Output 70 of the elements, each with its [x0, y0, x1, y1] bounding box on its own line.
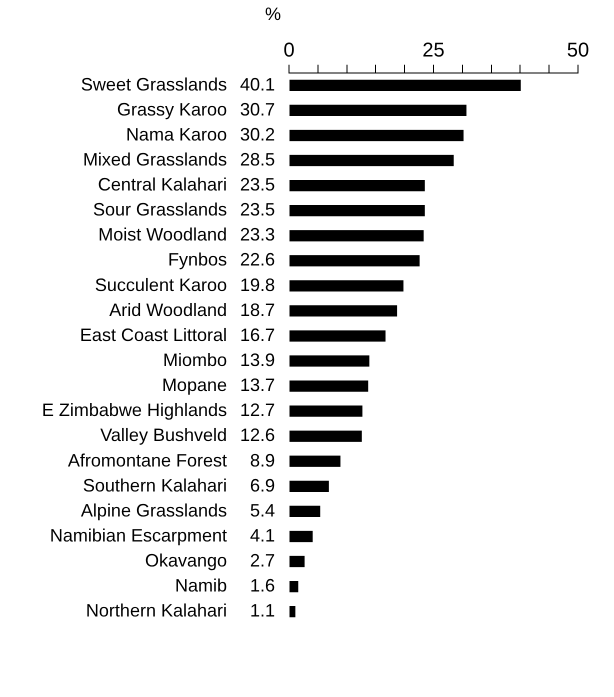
x-tick-label: 0 [283, 39, 295, 62]
y-tick-label: Fynbos [168, 250, 227, 270]
y-tick-label: Okavango [144, 550, 227, 571]
y-tick-label: Namibian Escarpment [50, 525, 227, 546]
data-label: 12.7 [240, 400, 275, 420]
y-tick-label: Northern Kalahari [86, 600, 227, 621]
data-label: 5.4 [250, 500, 275, 520]
bar [290, 230, 424, 242]
data-label: 40.1 [240, 74, 275, 94]
x-tick-label: 25 [422, 39, 445, 62]
y-tick-label: Southern Kalahari [82, 475, 227, 496]
bar [290, 530, 313, 542]
bar [290, 205, 425, 216]
bar [290, 430, 362, 442]
data-label: 1.6 [250, 576, 275, 596]
data-label: 19.8 [240, 274, 275, 295]
y-tick-label: Grassy Karoo [116, 99, 227, 120]
y-tick-label: Namib [174, 576, 227, 596]
bar [290, 556, 305, 568]
bar [290, 355, 370, 367]
bar [290, 130, 464, 142]
data-label: 30.7 [240, 99, 275, 120]
y-tick-label: E Zimbabwe Highlands [42, 400, 227, 420]
bar [290, 255, 420, 266]
data-label: 1.1 [250, 600, 275, 621]
bar [290, 180, 425, 192]
y-tick-label: Mopane [162, 375, 227, 396]
data-label: 12.6 [240, 425, 275, 446]
data-label: 23.5 [240, 200, 275, 220]
data-label: 4.1 [250, 525, 275, 546]
data-label: 23.3 [240, 224, 275, 245]
bar [290, 104, 466, 116]
data-label: 22.6 [240, 250, 275, 270]
data-label: 6.9 [250, 475, 275, 496]
y-tick-label: Miombo [162, 350, 227, 370]
bar [290, 606, 296, 618]
y-tick-label: Moist Woodland [98, 224, 227, 245]
y-tick-label: Sweet Grasslands [80, 74, 227, 94]
data-label: 23.5 [240, 174, 275, 195]
bar [290, 406, 362, 417]
data-label: 13.9 [240, 350, 275, 370]
bar [290, 280, 404, 292]
y-tick-label: Nama Karoo [126, 124, 227, 144]
data-label: 30.2 [240, 124, 275, 144]
bar [290, 580, 298, 592]
y-tick-label: Valley Bushveld [100, 425, 227, 446]
bar [290, 330, 386, 342]
bar [290, 456, 340, 467]
y-tick-label: Afromontane Forest [68, 450, 227, 470]
x-tick-label: 50 [566, 39, 590, 62]
bar [290, 380, 368, 392]
y-tick-label: Central Kalahari [98, 174, 227, 195]
y-tick-label: Alpine Grasslands [80, 500, 227, 520]
bar [290, 480, 329, 492]
bar [290, 506, 320, 518]
data-label: 2.7 [250, 550, 275, 571]
data-label: 8.9 [250, 450, 275, 470]
y-tick-label: Arid Woodland [109, 300, 227, 320]
y-tick-label: East Coast Littoral [80, 324, 227, 345]
data-label: 18.7 [240, 300, 275, 320]
y-tick-label: Mixed Grasslands [82, 149, 227, 170]
y-tick-label: Sour Grasslands [92, 200, 227, 220]
y-tick-label: Succulent Karoo [94, 274, 227, 295]
bar [290, 154, 454, 166]
x-axis-title: % [264, 4, 281, 24]
data-label: 28.5 [240, 149, 275, 170]
data-label: 13.7 [240, 375, 275, 396]
data-label: 16.7 [240, 324, 275, 345]
bar [290, 305, 398, 317]
bar [290, 80, 521, 91]
